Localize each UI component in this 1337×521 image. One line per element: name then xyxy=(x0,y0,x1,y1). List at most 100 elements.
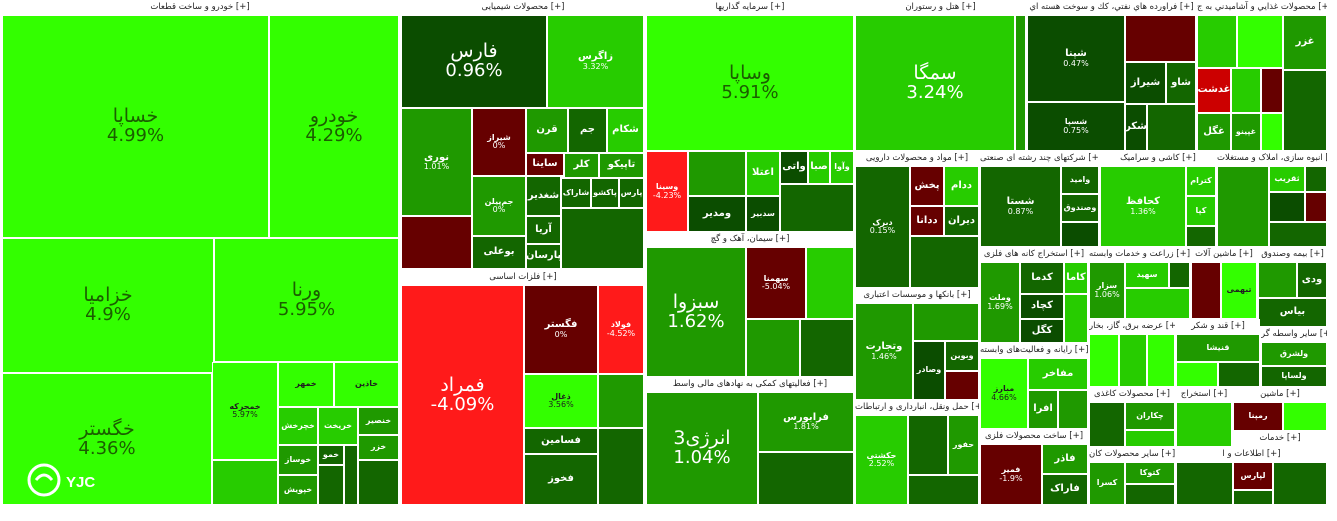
tile-small-group[interactable] xyxy=(1169,262,1190,288)
tile-beyas[interactable]: بیاس xyxy=(1258,298,1327,327)
tile-small-group[interactable] xyxy=(908,415,948,475)
tile-small-group[interactable] xyxy=(1147,104,1196,151)
tile-ghonisha[interactable]: قنیشا xyxy=(1176,334,1260,362)
tile-khamehr[interactable]: خمهر xyxy=(278,362,334,407)
tile-small-group[interactable] xyxy=(561,208,644,269)
sector-title[interactable]: بانکها و موسسات اعتباری [+] xyxy=(855,288,979,302)
tile-small-group[interactable] xyxy=(913,303,979,341)
tile-famrad[interactable]: فمراد -4.09% xyxy=(401,285,524,505)
sector-title[interactable]: محصولات غذايي و آشاميدني به ج [+] xyxy=(1197,0,1327,14)
tile-ghebeshahr[interactable]: غپینو xyxy=(1231,113,1261,151)
tile-small-group[interactable] xyxy=(1176,402,1232,447)
tile-valshagh[interactable]: ولشرق xyxy=(1261,342,1327,366)
tile-vasapa[interactable]: وساپا 5.91% xyxy=(646,15,854,151)
tile-small-group[interactable] xyxy=(746,319,800,377)
tile-ramina[interactable]: رمپنا xyxy=(1233,402,1283,431)
tile-khrikht[interactable]: خریخت xyxy=(318,407,358,445)
tile-small-group[interactable] xyxy=(344,445,358,505)
tile-shakam[interactable]: شکام xyxy=(607,108,644,153)
tile-khansur[interactable]: خنصیر xyxy=(358,407,399,435)
tile-hechfor[interactable]: حفور xyxy=(948,415,979,475)
tile-khadin[interactable]: خاذین xyxy=(334,362,399,407)
tile-semga[interactable]: سمگا 3.24% xyxy=(855,15,1015,151)
sector-title[interactable]: سیمان، آهک و گچ [+] xyxy=(646,232,854,246)
tile-mobarez[interactable]: مبارز 4.66% xyxy=(980,358,1028,429)
sector-title[interactable]: اطلاعات و ا [+] xyxy=(1176,447,1327,461)
tile-small-group[interactable] xyxy=(908,475,979,505)
tile-ghaza[interactable]: غزر xyxy=(1283,15,1327,70)
tile-shepena[interactable]: شپنا 0.47% xyxy=(1027,15,1125,102)
tile-small-group[interactable] xyxy=(1283,402,1327,431)
tile-kala[interactable]: کلر xyxy=(564,153,599,178)
tile-vsina[interactable]: وسینا -4.23% xyxy=(646,151,688,232)
tile-vamid[interactable]: وامید xyxy=(1061,166,1099,194)
tile-small-group[interactable] xyxy=(1273,462,1327,505)
tile-small-group[interactable] xyxy=(1261,113,1283,151)
tile-shavan[interactable]: شیراز 0% xyxy=(472,108,526,176)
tile-small-group[interactable] xyxy=(1125,430,1175,447)
tile-farabours[interactable]: فرابورس 1.81% xyxy=(758,392,854,452)
tile-small-group[interactable] xyxy=(1015,15,1026,151)
tile-vebvin[interactable]: وبوین xyxy=(945,341,979,371)
tile-saba[interactable]: صبا xyxy=(808,151,830,184)
tile-chekaran[interactable]: چکاران xyxy=(1125,402,1175,430)
tile-diran[interactable]: دیران xyxy=(944,206,979,236)
tile-small-group[interactable] xyxy=(806,247,854,319)
tile-arya[interactable]: آریا xyxy=(526,216,561,244)
tile-khazamia[interactable]: خزامیا 4.9% xyxy=(2,238,214,373)
tile-vemelat[interactable]: وملت 1.69% xyxy=(980,262,1020,343)
sector-title[interactable]: فعالیتهای کمکی به نهادهای مالی واسط [+] xyxy=(646,377,854,391)
tile-khodro[interactable]: خودرو 4.29% xyxy=(269,15,399,238)
sector-title[interactable]: زراعت و خدمات وابسته [+] xyxy=(1089,247,1190,261)
tile-khzar[interactable]: خزر xyxy=(358,435,399,460)
tile-small-group[interactable] xyxy=(1058,390,1088,429)
tile-parsan[interactable]: پارسان xyxy=(526,244,561,269)
tile-pakhsh[interactable]: پخش xyxy=(910,166,944,206)
tile-zagros[interactable]: زاگرس 3.32% xyxy=(547,15,644,108)
sector-title[interactable]: ماشین [+] xyxy=(1233,387,1327,401)
tile-small-group[interactable] xyxy=(1305,166,1327,192)
tile-small-group[interactable] xyxy=(758,452,854,505)
tile-small-group[interactable] xyxy=(1119,334,1147,387)
sector-title[interactable]: سرمایه گذاریها [+] xyxy=(646,0,854,14)
tile-sahid[interactable]: سهید xyxy=(1125,262,1169,288)
tile-fokhoz[interactable]: فخوز xyxy=(524,454,598,505)
tile-vtejarat[interactable]: وتجارت 1.46% xyxy=(855,303,913,400)
tile-small-group[interactable] xyxy=(1064,294,1088,343)
tile-mafakher[interactable]: مفاخر xyxy=(1028,358,1088,390)
tile-small-group[interactable] xyxy=(212,460,278,505)
tile-small-group[interactable] xyxy=(1231,68,1261,113)
sector-title[interactable]: ماشین آلات [+] xyxy=(1191,247,1257,261)
tile-small-group[interactable] xyxy=(1089,334,1119,387)
tile-dadam[interactable]: ددام xyxy=(944,166,979,206)
tile-vsaderat[interactable]: وصادر xyxy=(913,341,945,400)
tile-shadid[interactable]: شغدیر xyxy=(526,176,561,216)
sector-title[interactable]: بیمه وصندوق [+] xyxy=(1258,247,1327,261)
tile-vlasapa[interactable]: ولساپا xyxy=(1261,366,1327,387)
tile-sehmona[interactable]: سهمنا -5.04% xyxy=(746,247,806,319)
tile-small-group[interactable] xyxy=(1233,490,1273,505)
tile-sdabir[interactable]: سدبیر xyxy=(746,196,780,232)
tile-khamehrka[interactable]: خمحرکه 5.97% xyxy=(212,362,278,460)
tile-sharak[interactable]: شاراک xyxy=(561,178,591,208)
sector-title[interactable]: عرضه برق، گاز، بخار [+] xyxy=(1089,319,1175,333)
tile-small-group[interactable] xyxy=(1269,222,1327,247)
tile-small-group[interactable] xyxy=(1197,15,1237,68)
sector-title[interactable]: استخراج [+] xyxy=(1176,387,1232,401)
tile-dabarak[interactable]: دبرک 0.15% xyxy=(855,166,910,288)
tile-tabehmi[interactable]: تبهمی xyxy=(1221,262,1257,319)
tile-khasapa[interactable]: خساپا 4.99% xyxy=(2,15,269,238)
tile-vamadir[interactable]: ومدیر xyxy=(688,196,746,232)
tile-qarn[interactable]: قرن xyxy=(526,108,568,153)
tile-kama[interactable]: کاما xyxy=(1064,262,1088,294)
tile-khavaz[interactable]: خوساز xyxy=(278,445,318,475)
sector-title[interactable]: کاشی و سرامیک [+] xyxy=(1100,151,1216,165)
sector-title[interactable]: محصولات شیمیایی [+] xyxy=(401,0,645,14)
tile-shiraz[interactable]: شیراز xyxy=(1125,62,1166,104)
tile-small-group[interactable] xyxy=(910,236,979,288)
tile-shasta[interactable]: شستا 0.87% xyxy=(980,166,1061,247)
tile-small-group[interactable] xyxy=(1217,166,1269,247)
tile-fagostar[interactable]: فگستر 0% xyxy=(524,285,598,374)
sector-title[interactable]: هتل و رستوران [+] xyxy=(855,0,1026,14)
tile-lapars[interactable]: لپارس xyxy=(1233,462,1273,490)
